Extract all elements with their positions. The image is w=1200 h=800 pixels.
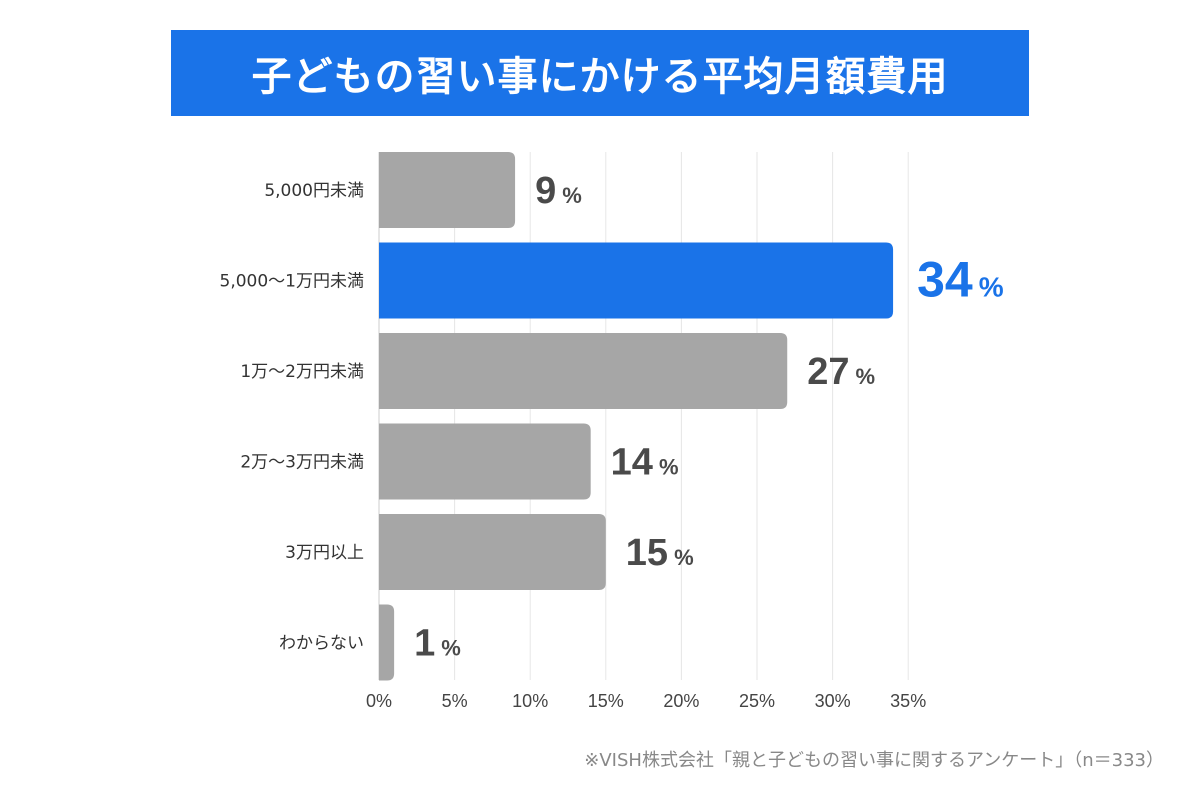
x-tick-label: 5% [442, 691, 468, 711]
x-tick-label: 0% [366, 691, 392, 711]
bar [379, 333, 788, 409]
bar [379, 423, 591, 500]
value-label: 27% [807, 351, 875, 393]
value-label: 1% [414, 623, 461, 665]
x-tick-label: 35% [890, 691, 926, 711]
bar [379, 514, 606, 590]
value-label: 15% [626, 532, 694, 574]
x-tick-label: 20% [663, 691, 699, 711]
value-label: 9% [535, 170, 582, 212]
chart-title: 子どもの習い事にかける平均月額費用 [251, 54, 949, 100]
category-label: 5,000円未満 [264, 181, 364, 201]
bar [379, 604, 395, 681]
source-note: ※VISH株式会社「親と子どもの習い事に関するアンケート」（n＝333） [584, 750, 1164, 771]
category-label: 1万〜2万円未満 [240, 362, 364, 382]
value-label: 34% [917, 252, 1004, 308]
bar [379, 242, 894, 319]
category-label: わからない [279, 634, 364, 654]
bar [379, 152, 516, 228]
category-label: 5,000〜1万円未満 [220, 272, 364, 292]
x-tick-label: 30% [815, 691, 851, 711]
x-tick-label: 15% [588, 691, 624, 711]
value-label: 14% [611, 442, 679, 484]
category-label: 2万〜3万円未満 [240, 453, 364, 473]
x-tick-label: 25% [739, 691, 775, 711]
category-label: 3万円以上 [285, 543, 364, 563]
x-tick-label: 10% [512, 691, 548, 711]
chart-title-banner: 子どもの習い事にかける平均月額費用 [171, 30, 1029, 116]
